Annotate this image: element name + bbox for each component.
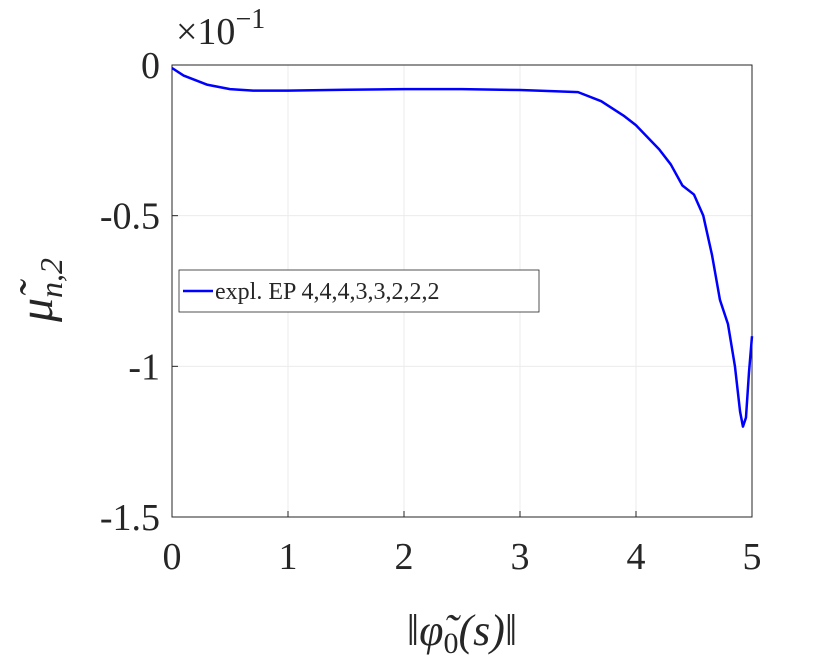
x-tick-label: 5 [743,536,762,578]
data-line [171,66,754,428]
legend-box [178,269,540,313]
axis-exponent: ×10−1 [176,4,265,53]
x-axis-label: ‖φ̃0(s)‖ [407,606,517,660]
y-tick-label: -1.5 [100,497,160,539]
y-tick-label: -0.5 [100,196,160,238]
x-label-part: 0 [443,627,458,660]
x-label-part: (s)‖ [458,606,517,655]
exponent-power: −1 [235,4,265,35]
y-label-part: n,2 [33,258,69,298]
x-tick-label: 4 [627,536,646,578]
legend-label: expl. EP 4,4,4,3,3,2,2,2 [215,279,439,305]
exponent-base: ×10 [176,11,235,53]
x-tick-label: 3 [511,536,530,578]
x-tick-label: 0 [163,536,182,578]
y-tick-label: 0 [141,45,160,87]
y-tick-label: -1 [128,346,160,388]
axes-box [171,64,753,518]
x-tick-label: 2 [395,536,414,578]
x-tick-label: 1 [279,536,298,578]
